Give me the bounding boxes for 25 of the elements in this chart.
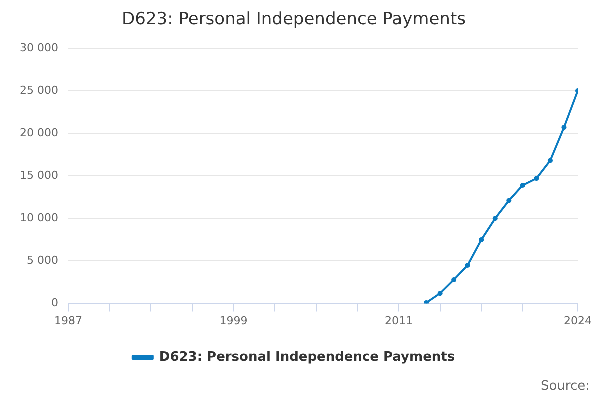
y-tick-label: 25 000 <box>20 84 58 97</box>
point <box>562 125 567 130</box>
x-tick-label: 2011 <box>384 314 413 328</box>
point <box>438 291 443 296</box>
y-tick-label: 30 000 <box>20 41 58 54</box>
x-tick-label: 2024 <box>564 314 592 328</box>
point <box>492 216 498 222</box>
point <box>424 300 430 304</box>
point <box>452 277 457 282</box>
y-tick-label: 0 <box>51 296 58 310</box>
y-tick-label: 15 000 <box>20 168 58 182</box>
point <box>465 262 470 268</box>
y-tick-label: 5 000 <box>26 254 58 268</box>
point <box>534 176 540 182</box>
x-tick-label: 1999 <box>220 314 248 328</box>
x-tick-label: 1987 <box>54 314 82 328</box>
point <box>506 198 512 204</box>
chart-title: D623: Personal Independence Payments <box>122 10 466 30</box>
y-tick-label: 20 000 <box>20 126 58 140</box>
source-note: Source: <box>540 379 590 394</box>
legend-label: D623: Personal Independence Payments <box>159 350 456 365</box>
point <box>548 158 553 164</box>
point <box>520 182 526 188</box>
y-tick-label: 10 000 <box>20 212 58 225</box>
point <box>479 237 484 242</box>
